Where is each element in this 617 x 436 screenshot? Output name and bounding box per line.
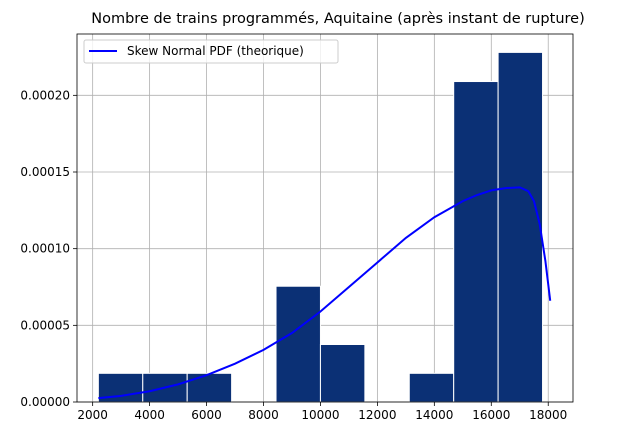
histogram-bar-7 <box>408 372 455 403</box>
x-tick-label-8: 18000 <box>529 408 567 422</box>
y-tick-label-2: 0.00010 <box>20 242 70 256</box>
legend-entry-skew-normal: Skew Normal PDF (theorique) <box>127 44 304 58</box>
x-tick-label-1: 4000 <box>134 408 165 422</box>
chart-title: Nombre de trains programmés, Aquitaine (… <box>91 11 584 27</box>
histogram-bar-9 <box>497 51 544 403</box>
x-tick-label-4: 10000 <box>301 408 339 422</box>
y-tick-label-3: 0.00015 <box>20 165 70 179</box>
x-tick-label-6: 14000 <box>415 408 453 422</box>
pdf-curve-group <box>98 186 552 400</box>
histogram-bar-8 <box>453 81 499 403</box>
y-axis-ticks: 0.00000 0.00005 0.00010 0.00015 0.00020 <box>20 88 77 409</box>
histogram-bar-4 <box>275 285 321 403</box>
y-tick-label-1: 0.00005 <box>20 318 70 332</box>
histogram-bar-5 <box>319 344 366 403</box>
y-tick-label-4: 0.00020 <box>20 88 70 102</box>
x-axis-ticks: 2000 4000 6000 8000 10000 12000 14000 16000 1800… <box>77 402 567 422</box>
legend: Skew Normal PDF (theorique) <box>83 39 339 64</box>
plot-frame <box>76 33 574 403</box>
y-tick-label-0: 0.00000 <box>20 395 70 409</box>
x-tick-label-2: 6000 <box>191 408 222 422</box>
series-line-skew-normal-pdf <box>98 186 552 400</box>
x-tick-label-3: 8000 <box>248 408 279 422</box>
x-tick-label-7: 16000 <box>472 408 510 422</box>
histogram-bar-2 <box>186 372 233 403</box>
x-tick-label-0: 2000 <box>77 408 108 422</box>
legend-box <box>83 39 339 64</box>
x-tick-label-5: 12000 <box>358 408 396 422</box>
